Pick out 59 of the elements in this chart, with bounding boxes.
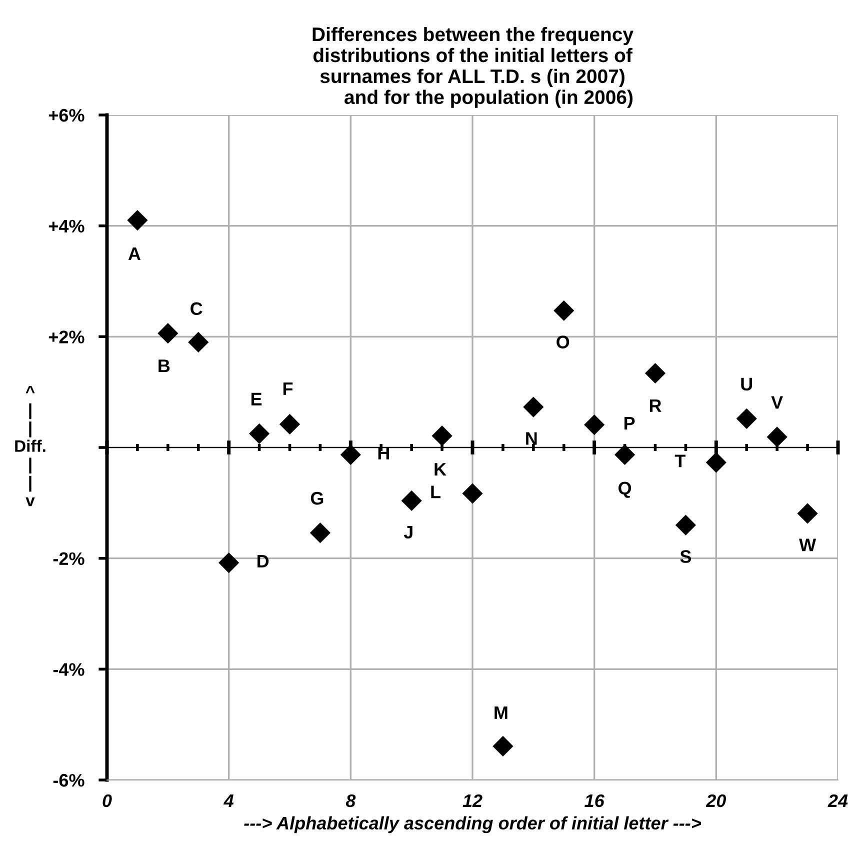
annotation: F (283, 382, 293, 395)
point (797, 503, 818, 524)
annotation: P (624, 417, 635, 430)
point (340, 444, 361, 466)
point (462, 483, 483, 504)
annotation: C (190, 302, 202, 316)
x-axis-title: ---> Alphabetically ascending order of initial letter ---> (244, 816, 702, 834)
annotation: T (674, 454, 686, 468)
point (766, 426, 788, 448)
annotation: A (128, 248, 140, 260)
y-tick-label: +4% (48, 220, 84, 233)
annotation: V (771, 396, 783, 409)
annotation: O (556, 336, 570, 348)
annotation: Q (618, 482, 632, 498)
chart-title: Differences between the frequency distributions of the initial letters of surnames for ALL T.D. s (in 2007) and for the population (in 2006) (312, 26, 634, 108)
point (279, 414, 300, 435)
point (218, 552, 240, 574)
y-tick-label: +2% (48, 330, 84, 344)
y-tick-label: +6% (48, 108, 84, 122)
annotation: R (650, 399, 662, 412)
annotation: K (434, 463, 446, 476)
point (188, 332, 209, 353)
point (706, 452, 726, 473)
y-axis-title: ^ | | Diff. | | v (15, 386, 46, 506)
point (644, 362, 666, 384)
x-tick-label: 4 (224, 794, 234, 807)
point (492, 736, 514, 756)
y-tick-label: -4% (53, 663, 84, 676)
annotation: N (526, 432, 537, 445)
x-tick-label: 12 (462, 794, 482, 807)
point (401, 490, 422, 511)
y-tick-label: -6% (53, 774, 84, 787)
annotation: L (431, 486, 440, 498)
annotation: D (258, 555, 269, 568)
point (158, 323, 178, 344)
point (432, 426, 452, 446)
annotation: W (799, 538, 816, 552)
annotation: J (404, 526, 412, 539)
y-tick-label: -2% (53, 552, 84, 566)
point (584, 414, 605, 436)
x-tick-label: 0 (102, 794, 112, 808)
point (523, 396, 544, 418)
annotation: M (494, 706, 508, 719)
point (614, 444, 636, 466)
x-tick-label: 24 (828, 794, 848, 807)
annotation: B (158, 360, 170, 372)
point (310, 522, 331, 544)
annotation: S (680, 550, 692, 563)
annotation: E (251, 392, 262, 406)
annotation: U (741, 378, 752, 391)
point (554, 300, 574, 321)
point (127, 210, 148, 231)
x-tick-label: 20 (706, 794, 726, 808)
point (675, 514, 696, 536)
x-tick-label: 8 (346, 794, 356, 808)
point (736, 408, 757, 429)
annotation: G (310, 492, 324, 505)
x-tick-label: 16 (584, 794, 604, 808)
point (248, 423, 270, 444)
